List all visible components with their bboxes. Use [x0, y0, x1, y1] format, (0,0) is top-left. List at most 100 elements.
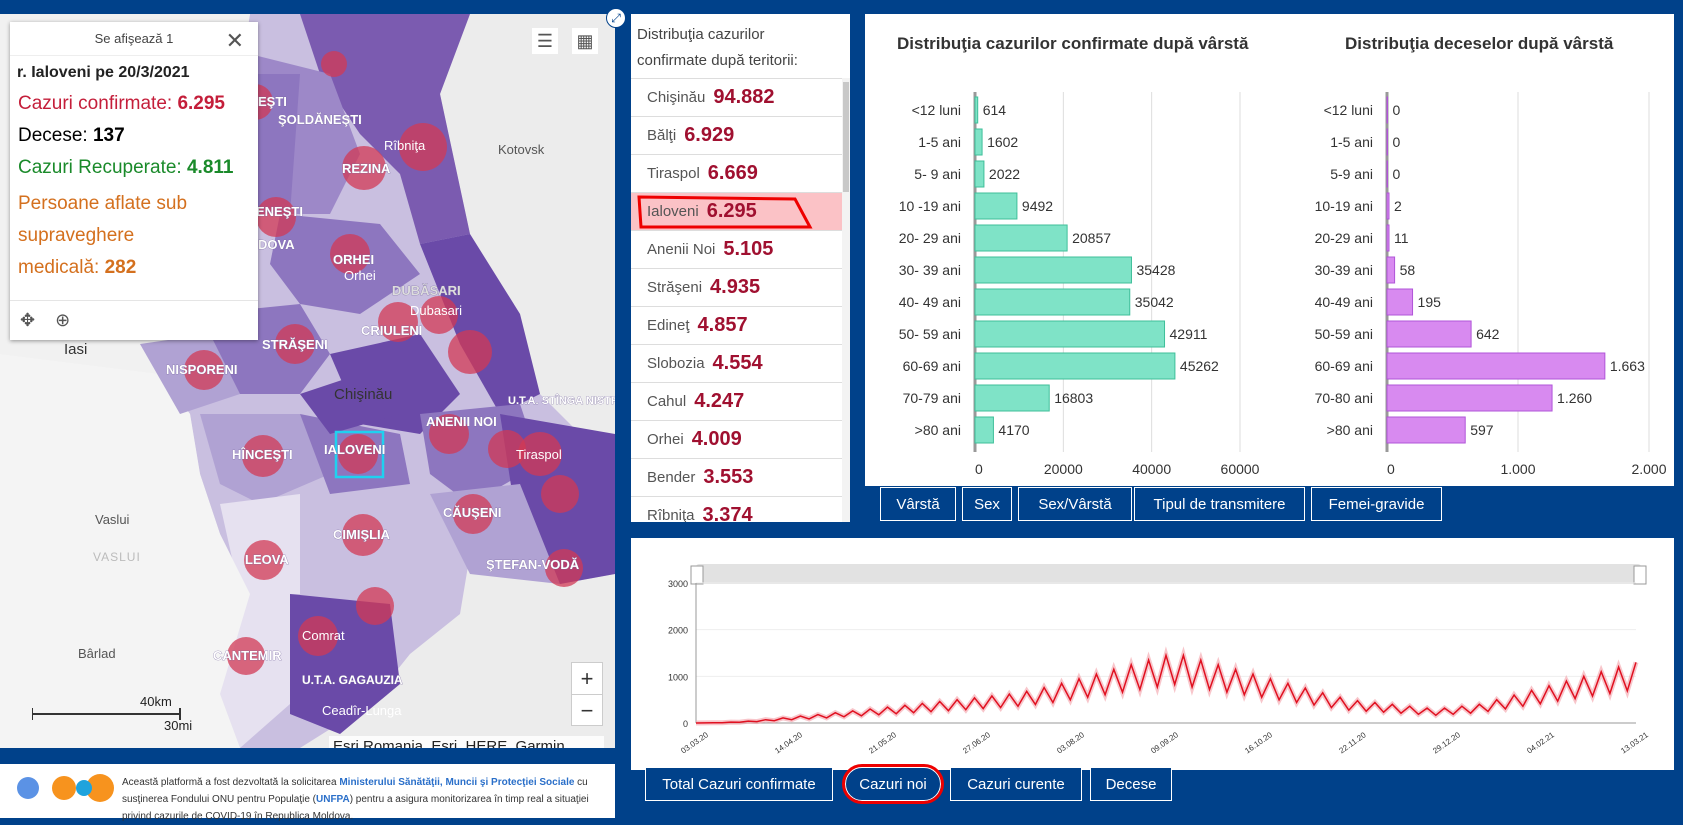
- slider-handle-left[interactable]: [690, 565, 704, 585]
- bar[interactable]: [974, 224, 1068, 252]
- zoom-out-button[interactable]: −: [580, 698, 594, 723]
- zoom-in-button[interactable]: +: [572, 663, 602, 695]
- territory-row[interactable]: Bender 3.553: [631, 459, 850, 497]
- territory-value: 4.009: [691, 428, 742, 450]
- bar[interactable]: [974, 128, 983, 156]
- confirmed-label: Cazuri confirmate:: [18, 93, 173, 114]
- territory-row[interactable]: Tiraspol 6.669: [631, 155, 850, 193]
- case-circle: [342, 514, 384, 556]
- territory-row[interactable]: Orhei 4.009: [631, 421, 850, 459]
- bar[interactable]: [1386, 256, 1396, 284]
- bar[interactable]: [1386, 224, 1390, 252]
- case-circle: [518, 432, 562, 476]
- tab-age-0[interactable]: Vârstă: [880, 487, 956, 521]
- territory-row[interactable]: Edineţ 4.857: [631, 307, 850, 345]
- territory-scroll-thumb[interactable]: [843, 82, 849, 192]
- bar[interactable]: [974, 384, 1050, 412]
- expand-icon[interactable]: ⤢: [606, 8, 626, 28]
- tab-ts-0[interactable]: Total Cazuri confirmate: [645, 767, 833, 801]
- category-label: 60-69 ani: [1315, 358, 1373, 374]
- category-label: 5-9 ani: [1330, 166, 1373, 182]
- value-label: 2022: [989, 166, 1020, 182]
- bar[interactable]: [1386, 160, 1388, 188]
- bar[interactable]: [974, 416, 994, 444]
- territory-name: Tiraspol: [647, 165, 700, 182]
- territory-row[interactable]: Rîbniţa 3.374: [631, 497, 850, 522]
- basemap-gallery-icon[interactable]: ▦: [572, 28, 598, 54]
- value-label: 614: [983, 102, 1007, 118]
- tab-ts-2[interactable]: Cazuri curente: [950, 767, 1082, 801]
- territory-row[interactable]: Ialoveni 6.295: [631, 193, 850, 231]
- zoom-to-icon[interactable]: ⊕: [55, 310, 71, 330]
- category-label: 20-29 ani: [1315, 230, 1373, 246]
- bar[interactable]: [974, 160, 985, 188]
- close-icon[interactable]: ✕: [225, 28, 244, 53]
- bar[interactable]: [974, 192, 1018, 220]
- map-attribution[interactable]: Esri Romania, Esri, HERE, Garmin, ...: [329, 736, 604, 748]
- popup-count: Se afişează 1: [94, 31, 174, 46]
- case-circle: [541, 475, 579, 513]
- territory-row[interactable]: Anenii Noi 5.105: [631, 231, 850, 269]
- x-tick-label: 20000: [1044, 461, 1083, 477]
- region-label: NISPORENI: [166, 362, 238, 377]
- region-label: U.T.A. GAGAUZIA: [302, 673, 403, 687]
- territory-title-1: Distribuţia cazurilor: [637, 26, 765, 43]
- tab-age-1[interactable]: Sex: [962, 487, 1012, 521]
- timeseries-chart[interactable]: 0 1000 2000 3000 03.03.20 14.04.20 21.05.20 27.…: [631, 538, 1674, 770]
- x-tick-label: 1.000: [1500, 461, 1535, 477]
- bar[interactable]: [1386, 352, 1606, 380]
- bar[interactable]: [1386, 416, 1466, 444]
- territory-row[interactable]: Chişinău 94.882: [631, 79, 850, 117]
- x-tick-label: 27.06.20: [961, 730, 992, 756]
- category-label: <12 luni: [912, 102, 961, 118]
- scale-label-km: 40km: [140, 694, 172, 709]
- place-label: Comrat: [302, 628, 345, 643]
- bar[interactable]: [1386, 288, 1414, 316]
- category-label: 10 -19 ani: [899, 198, 961, 214]
- territory-list[interactable]: Chişinău 94.882 Bălţi 6.929 Tiraspol 6.669 Ial…: [631, 78, 850, 522]
- territory-row[interactable]: Slobozia 4.554: [631, 345, 850, 383]
- range-slider[interactable]: [696, 564, 1641, 584]
- series-line[interactable]: [695, 652, 1637, 724]
- pan-icon[interactable]: ✥: [20, 310, 36, 330]
- tab-age-3[interactable]: Tipul de transmitere: [1134, 487, 1305, 521]
- tab-ts-3[interactable]: Decese: [1090, 767, 1172, 801]
- tab-age-2[interactable]: Sex/Vârstă: [1018, 487, 1132, 521]
- bar[interactable]: [974, 256, 1132, 284]
- bar[interactable]: [974, 352, 1176, 380]
- case-circle: [429, 414, 469, 454]
- bar[interactable]: [974, 96, 979, 124]
- territory-row[interactable]: Bălţi 6.929: [631, 117, 850, 155]
- category-label: 60-69 ani: [903, 358, 961, 374]
- tab-age-4[interactable]: Femei-gravide: [1311, 487, 1442, 521]
- value-label: 1.260: [1557, 390, 1592, 406]
- category-label: >80 ani: [1327, 422, 1373, 438]
- x-tick-label: 29.12.20: [1431, 730, 1462, 756]
- value-label: 1.663: [1610, 358, 1645, 374]
- value-label: 2: [1394, 198, 1402, 214]
- territory-row[interactable]: Străşeni 4.935: [631, 269, 850, 307]
- territory-value: 4.554: [712, 352, 763, 374]
- bar[interactable]: [1386, 192, 1390, 220]
- bar[interactable]: [1386, 128, 1388, 156]
- category-label: 40-49 ani: [1315, 294, 1373, 310]
- legend-list-icon[interactable]: ☰: [532, 28, 558, 54]
- territory-name: Orhei: [647, 431, 684, 448]
- bar[interactable]: [1386, 384, 1553, 412]
- x-tick-label: 21.05.20: [867, 730, 898, 756]
- region-label: REZINA: [342, 161, 391, 176]
- bar[interactable]: [1386, 320, 1472, 348]
- bar[interactable]: [974, 320, 1166, 348]
- territory-name: Bălţi: [647, 127, 677, 144]
- slider-handle-right[interactable]: [1633, 565, 1647, 585]
- tab-ts-1[interactable]: Cazuri noi: [842, 764, 944, 804]
- territory-row[interactable]: Cahul 4.247: [631, 383, 850, 421]
- bar[interactable]: [1386, 96, 1388, 124]
- category-label: 70-80 ani: [1315, 390, 1373, 406]
- region-label: ŞTEFAN-VODĂ: [486, 557, 580, 572]
- popup-deaths: Decese: 137: [10, 120, 258, 152]
- territory-scrollbar[interactable]: [842, 78, 850, 522]
- bar[interactable]: [974, 288, 1131, 316]
- case-circle: [420, 296, 458, 334]
